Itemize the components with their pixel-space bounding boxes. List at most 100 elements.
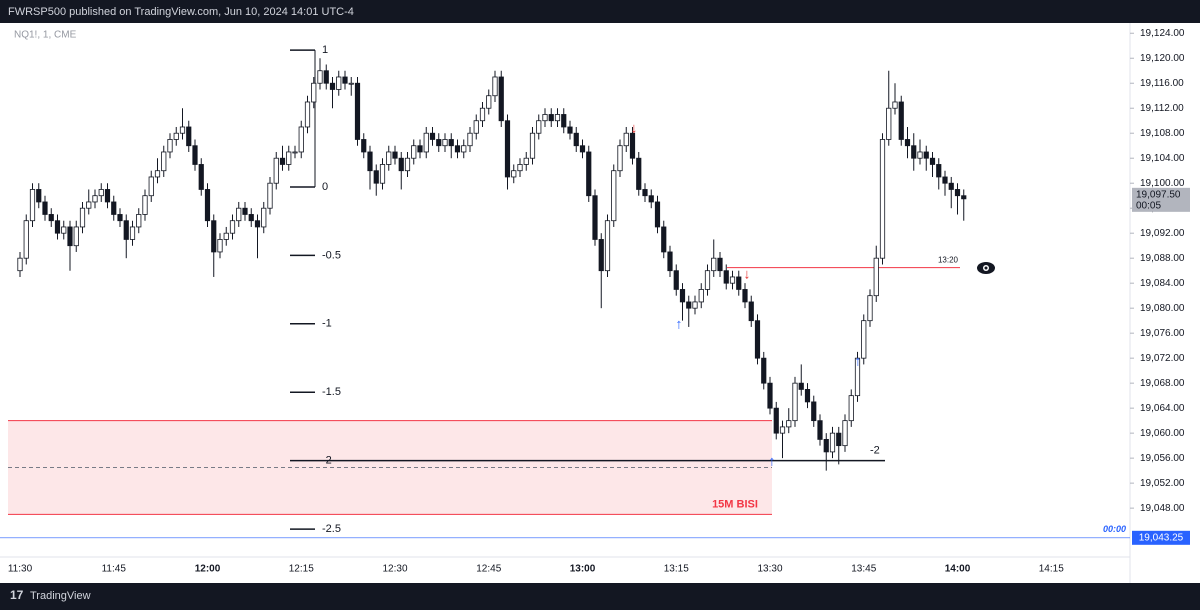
candle-body — [261, 207, 267, 228]
candle-body — [511, 170, 517, 178]
zone-label: 15M BISI — [712, 498, 758, 510]
candle-body — [742, 289, 748, 303]
candle-body — [142, 195, 148, 215]
candle-body — [886, 107, 892, 140]
up-arrow: ↑ — [676, 316, 683, 332]
last-price-label: 19,097.50 — [1136, 189, 1181, 200]
candle-body — [311, 82, 317, 103]
candle-body — [873, 257, 879, 297]
y-tick-label: 19,100.00 — [1140, 178, 1185, 189]
candle-body — [954, 189, 961, 197]
candle-body — [467, 132, 473, 147]
candle-body — [611, 170, 617, 222]
candle-body — [398, 157, 404, 172]
candle-body — [242, 207, 248, 215]
y-tick-label: 19,084.00 — [1140, 278, 1185, 289]
candle-body — [936, 164, 942, 178]
candle-body — [23, 220, 29, 259]
up-arrow: ↑ — [855, 353, 862, 369]
candle-body — [198, 164, 204, 190]
last-price-box — [1132, 187, 1190, 212]
candle-body — [817, 420, 823, 440]
y-tick-label: 19,112.00 — [1140, 103, 1184, 114]
x-tick-label: 13:45 — [851, 564, 876, 575]
candle-body — [136, 214, 142, 228]
red-line-label: 13:20 — [938, 256, 959, 265]
candle-body — [654, 201, 661, 228]
candle-body — [667, 251, 673, 272]
logo: 17 — [10, 588, 24, 602]
x-tick-label: 13:30 — [757, 564, 782, 575]
y-tick-label: 19,076.00 — [1140, 328, 1185, 339]
candle-body — [167, 139, 173, 153]
candle-body — [173, 132, 179, 140]
candle-body — [686, 301, 692, 309]
x-tick-label: 12:15 — [289, 564, 314, 575]
candle-body — [748, 301, 754, 322]
eye-icon[interactable] — [977, 262, 995, 274]
candle-body — [298, 126, 304, 153]
y-tick-label: 19,052.00 — [1140, 478, 1185, 489]
fib-label: -1 — [322, 318, 332, 330]
candle-body — [823, 438, 829, 453]
candle-body — [386, 151, 392, 165]
candle-body — [117, 214, 123, 222]
candle-body — [267, 182, 273, 209]
candle-body — [111, 201, 117, 215]
candle-body — [779, 426, 786, 434]
candle-body — [636, 157, 642, 190]
candle-body — [923, 151, 929, 159]
candle-body — [736, 276, 742, 290]
candle-body — [648, 195, 654, 203]
candle-body — [567, 126, 573, 134]
candle-body — [848, 395, 854, 422]
candle-body — [192, 145, 198, 165]
x-tick-label: 11:45 — [102, 564, 127, 575]
candle-body — [717, 257, 723, 272]
fib-label: 1 — [322, 44, 328, 56]
candle-body — [704, 270, 711, 290]
candle-body — [679, 289, 686, 303]
candle-body — [892, 101, 898, 109]
header: FWRSP500 published on TradingView.com, J… — [8, 6, 354, 18]
candle-body — [392, 151, 398, 159]
candle-body — [254, 220, 261, 228]
candle-body — [804, 389, 811, 403]
blue-price-box — [1132, 530, 1190, 545]
y-tick-label: 19,116.00 — [1140, 78, 1184, 89]
blue-price-label: 19,043.25 — [1139, 532, 1184, 543]
candle-body — [504, 120, 511, 178]
candle-body — [479, 107, 486, 122]
candle-body — [792, 382, 798, 422]
candle-body — [217, 239, 223, 253]
candle-body — [36, 189, 42, 203]
candle-body — [548, 114, 554, 122]
y-tick-label: 19,060.00 — [1140, 428, 1185, 439]
y-tick-label: 19,056.00 — [1140, 453, 1185, 464]
candle-body — [354, 82, 361, 140]
candle-body — [861, 320, 867, 359]
candle-body — [723, 270, 729, 284]
candle-body — [179, 126, 186, 134]
y-tick-label: 19,048.00 — [1140, 503, 1185, 514]
candle-body — [517, 164, 523, 172]
candle-body — [673, 270, 679, 290]
candle-body — [761, 357, 767, 384]
candle-body — [336, 76, 342, 90]
candle-body — [829, 432, 836, 453]
blue-line-time: 00:00 — [1103, 524, 1126, 534]
brand: TradingView — [30, 590, 91, 602]
fib-label-right: -2 — [870, 445, 880, 457]
candle-body — [917, 151, 923, 159]
candle-body — [773, 407, 779, 434]
x-tick-label: 14:15 — [1039, 564, 1064, 575]
candle-body — [286, 151, 292, 165]
y-tick-label: 19,068.00 — [1140, 378, 1185, 389]
candle-body — [854, 357, 861, 397]
fib-label: -0.5 — [322, 249, 341, 261]
x-tick-label: 12:00 — [195, 564, 221, 575]
candle-body — [454, 145, 461, 153]
candle-body — [492, 76, 498, 97]
candle-body — [123, 220, 129, 240]
